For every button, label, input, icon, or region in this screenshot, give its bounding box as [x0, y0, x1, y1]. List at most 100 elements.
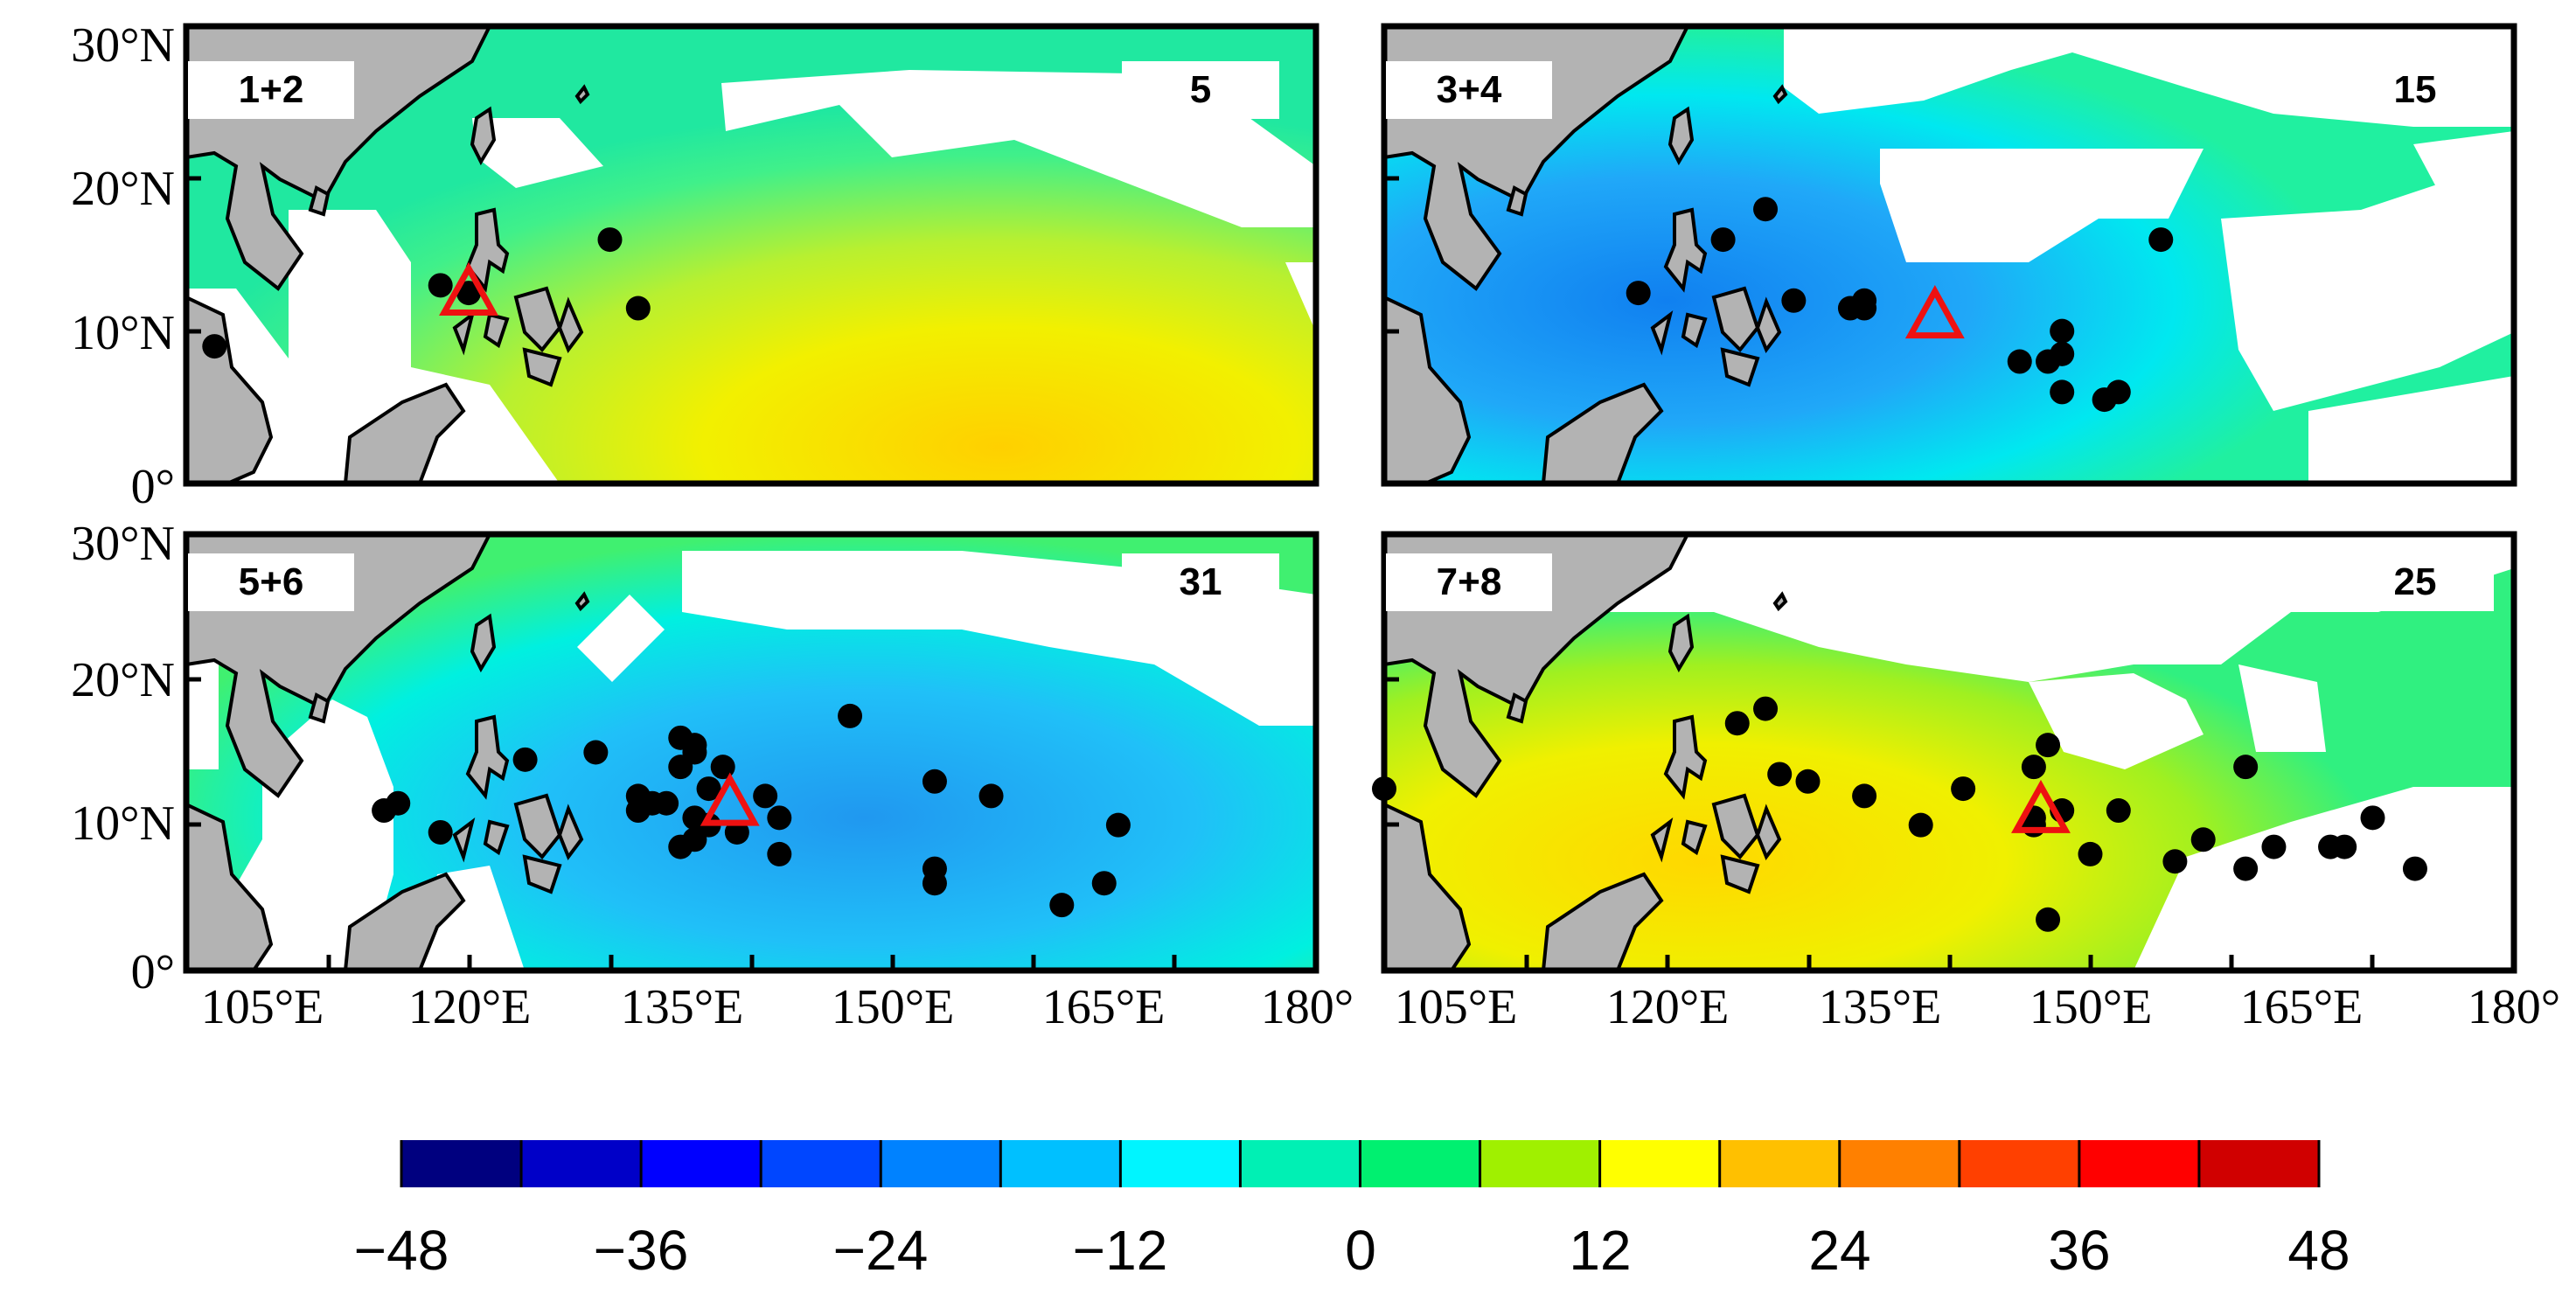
lat-labels-bottom: 30°N 20°N 10°N 0° [71, 517, 175, 999]
colorbar-cell [521, 1140, 642, 1187]
label-box [1386, 553, 1552, 611]
tc-point [1795, 769, 1821, 794]
tc-point [625, 296, 651, 321]
lon-label-135e: 135°E [621, 980, 744, 1034]
colorbar-cell [641, 1140, 762, 1187]
colorbar-cell [1120, 1140, 1241, 1187]
tc-point [753, 783, 778, 809]
label-box [1386, 61, 1552, 119]
tc-point [1852, 783, 1877, 809]
colorbar-cell [881, 1140, 1001, 1187]
lat-label-30n: 30°N [71, 18, 175, 73]
axis-ticks [186, 24, 2375, 973]
panel-count: 25 [2394, 560, 2437, 603]
panel-label: 7+8 [1437, 560, 1502, 603]
colorbar-cell [1240, 1140, 1361, 1187]
tc-point [1626, 281, 1651, 306]
tc-point [767, 841, 792, 866]
tc-point [696, 776, 721, 802]
tc-point [512, 747, 538, 772]
tc-point [922, 769, 947, 794]
colorbar-tick-label: −24 [833, 1219, 929, 1282]
colorbar-cell [2078, 1140, 2200, 1187]
tc-points [372, 703, 1131, 918]
colorbar-cell [1719, 1140, 1841, 1187]
colorbar: −48 −36 −24 −12 0 12 24 36 48 [354, 1140, 2350, 1282]
mean-position-marker [1904, 285, 1965, 339]
tc-point [1372, 776, 1396, 802]
tc-point [2106, 379, 2131, 405]
lat-label-10n: 10°N [71, 797, 175, 851]
tc-point [1908, 812, 1933, 838]
colorbar-tick-label: 12 [1569, 1219, 1631, 1282]
tc-point [2050, 379, 2075, 405]
tc-point [2078, 841, 2103, 866]
tc-point [2162, 849, 2188, 874]
tc-point [682, 740, 707, 765]
colorbar-tick-label: −12 [1073, 1219, 1168, 1282]
lon-label-150e: 150°E [2029, 980, 2153, 1034]
tc-point [2148, 227, 2174, 253]
tc-point [456, 281, 481, 306]
mean-position-marker [2011, 779, 2071, 833]
panel-1-2: 1+2 5 [183, 23, 1319, 487]
label-box [188, 553, 354, 611]
tc-point [2190, 827, 2216, 852]
lat-label-0: 0° [131, 460, 175, 514]
panel-count: 15 [2394, 68, 2437, 111]
tc-point [2036, 907, 2061, 932]
count-box [2336, 61, 2494, 119]
label-box [188, 61, 354, 119]
lon-label-135e: 135°E [1819, 980, 1942, 1034]
colorbar-cell [1599, 1140, 1721, 1187]
tc-point [1091, 871, 1117, 896]
tc-point [2233, 856, 2259, 881]
tc-point [1049, 893, 1075, 918]
colorbar-cell [1959, 1140, 2080, 1187]
tc-point [2007, 349, 2032, 374]
tc-point [2050, 341, 2075, 366]
tc-point [2036, 733, 2061, 758]
lat-labels-top: 30°N 20°N 10°N 0° [71, 18, 175, 514]
tc-point [2261, 834, 2287, 859]
tc-point [2233, 755, 2259, 780]
tc-point [583, 740, 609, 765]
tc-point [2106, 798, 2131, 824]
lat-label-0: 0° [131, 945, 175, 999]
mean-position-marker [439, 261, 498, 316]
lon-label-180: 180° [2468, 980, 2560, 1034]
colorbar-tick-label: −48 [354, 1219, 449, 1282]
colorbar-cell [761, 1140, 881, 1187]
lon-label-120e: 120°E [408, 980, 532, 1034]
tc-point [724, 819, 749, 845]
colorbar-tick-label: −36 [594, 1219, 689, 1282]
tc-point [1781, 288, 1807, 313]
lat-label-20n: 20°N [71, 653, 175, 707]
tc-points [202, 227, 651, 359]
colorbar-cell [1839, 1140, 1960, 1187]
colorbar-cell [1479, 1140, 1601, 1187]
colorbar-tick-label: 0 [1345, 1219, 1376, 1282]
mean-position-marker [700, 772, 760, 826]
tc-point [428, 273, 453, 298]
tc-point [386, 790, 411, 816]
panel-frame [183, 23, 1319, 487]
tc-point [202, 334, 227, 359]
colorbar-cell [401, 1140, 522, 1187]
tc-point [2332, 834, 2357, 859]
colorbar-cell [1360, 1140, 1481, 1187]
lon-label-165e: 165°E [1042, 980, 1166, 1034]
lat-label-20n: 20°N [71, 162, 175, 216]
colorbar-labels: −48 −36 −24 −12 0 12 24 36 48 [354, 1219, 2350, 1282]
tc-point [978, 783, 1004, 809]
mean-position-triangle [700, 772, 760, 826]
panel-count: 5 [1190, 68, 1211, 111]
panel-label: 5+6 [239, 560, 304, 603]
tc-point [1724, 711, 1750, 736]
lat-label-10n: 10°N [71, 306, 175, 360]
lon-labels-left: 105°E 120°E 135°E 150°E 165°E 180° [201, 980, 1354, 1034]
tc-point [2360, 805, 2385, 831]
tc-point [1767, 762, 1793, 787]
mean-position-triangle [1904, 285, 1965, 339]
panel-7-8: 7+8 25 [1372, 531, 2517, 974]
